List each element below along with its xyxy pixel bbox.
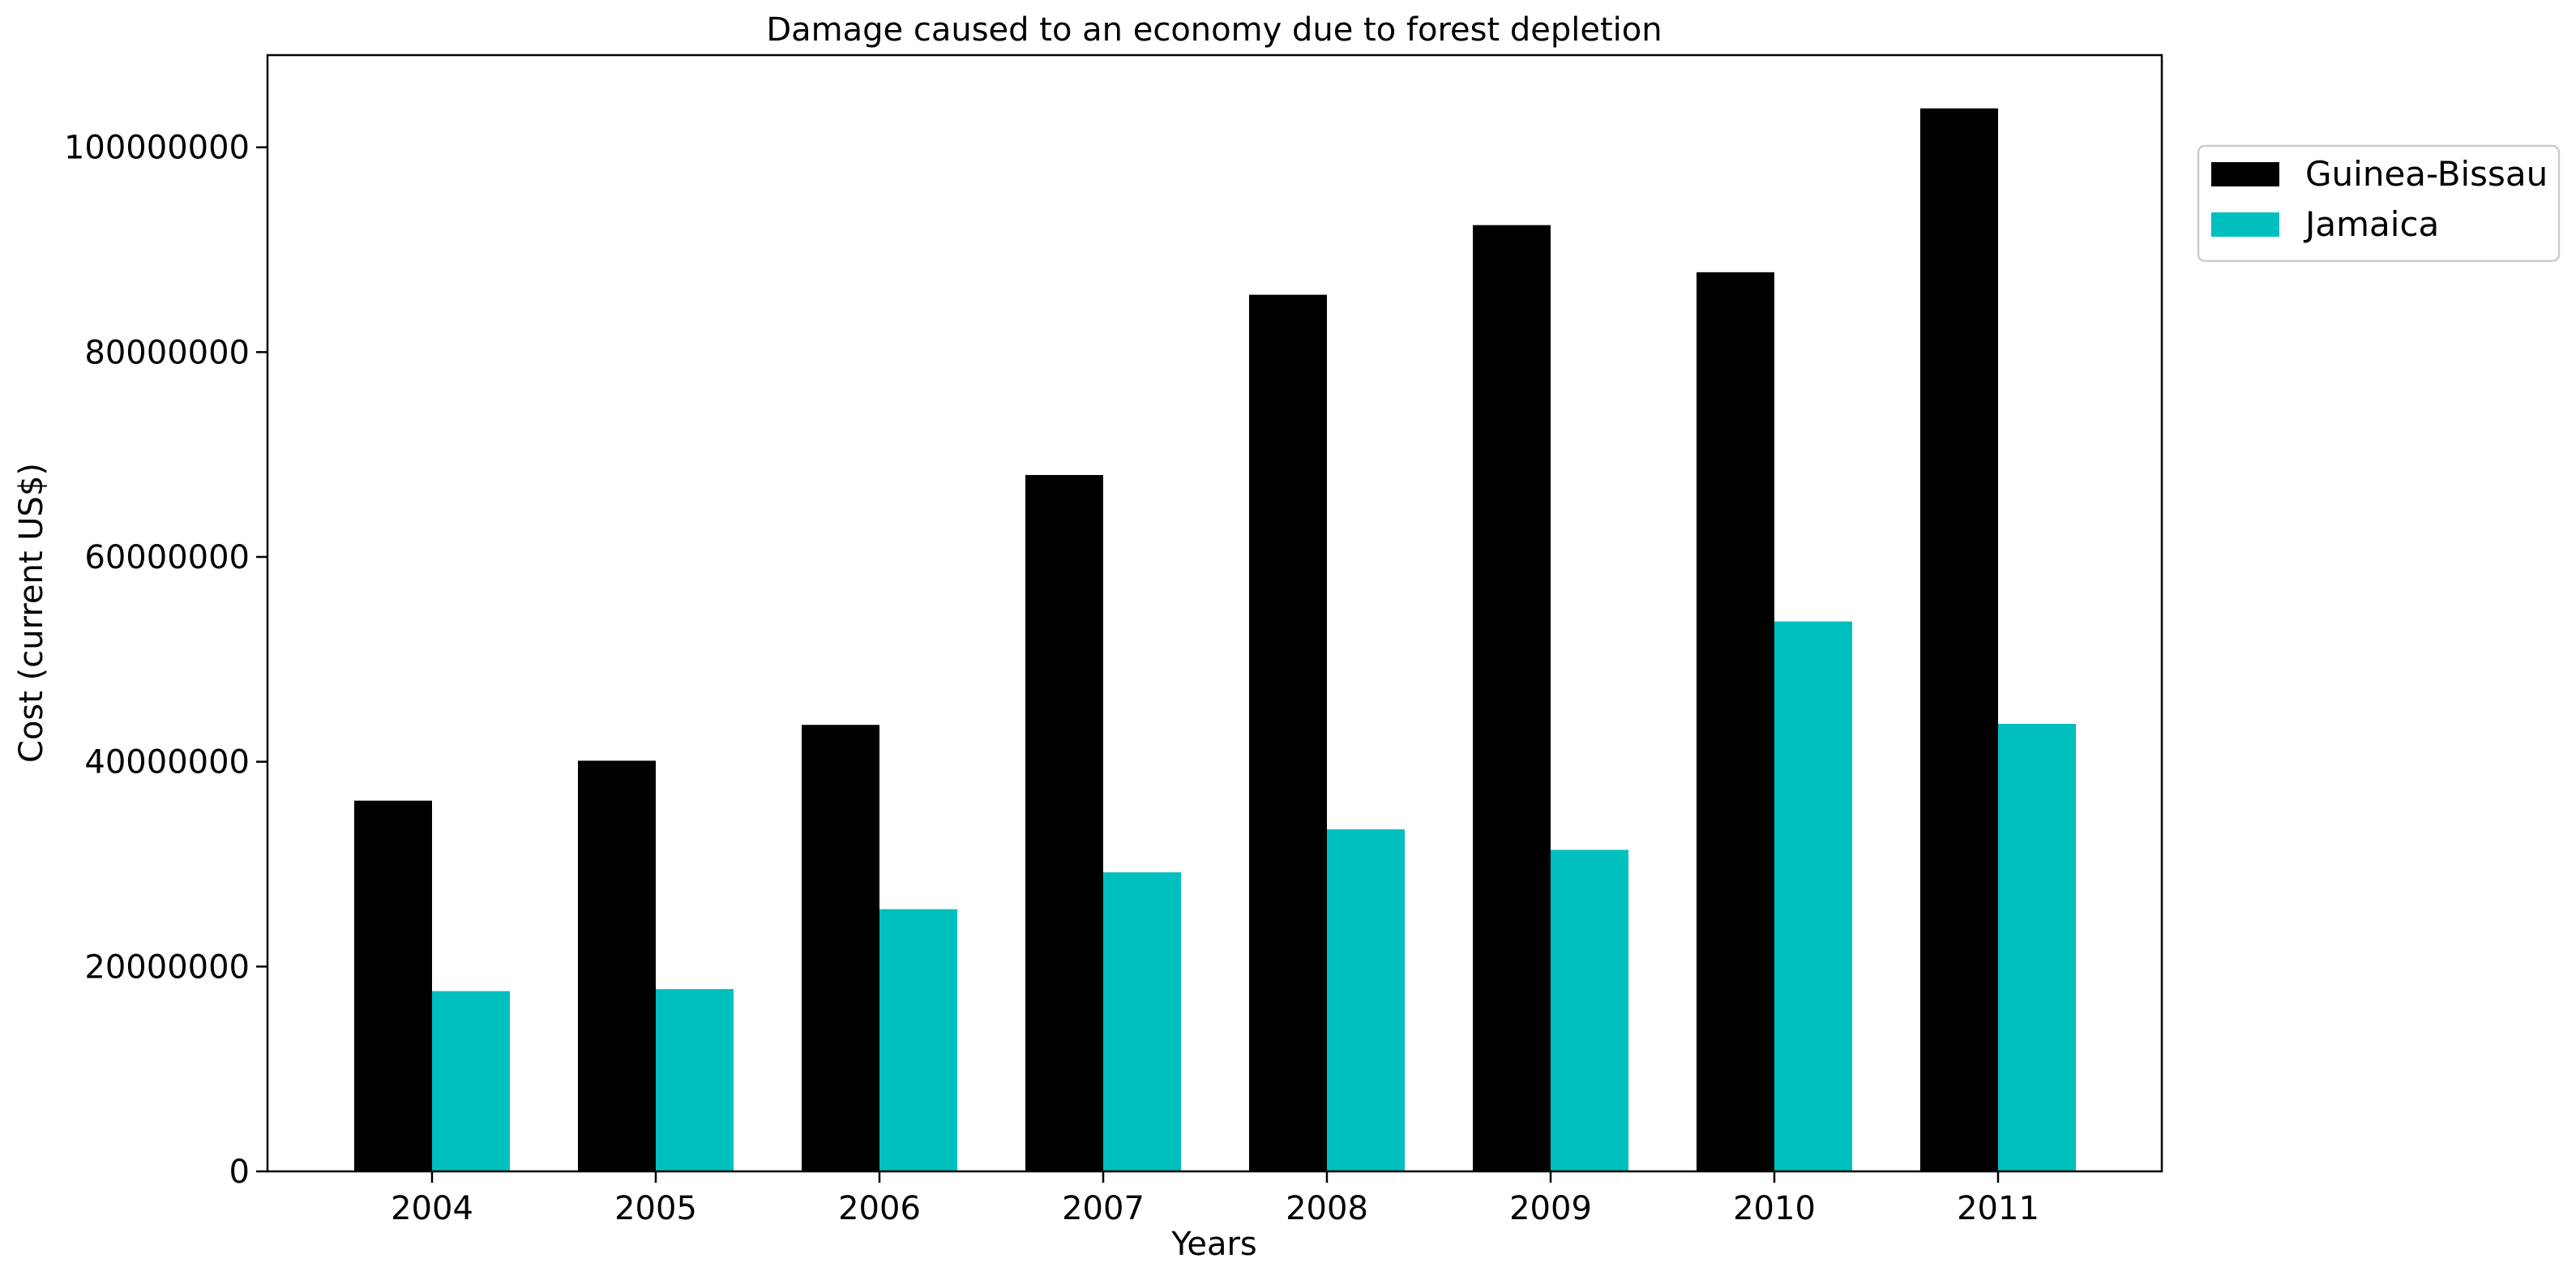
bar-guinea-bissau-2009 [1473,225,1551,1171]
bar-jamaica-2008 [1327,829,1405,1171]
legend-items: Guinea-Bissau Jamaica [2211,154,2548,244]
y-tick-label: 40000000 [84,744,250,781]
bar-guinea-bissau-2004 [354,800,432,1171]
legend-swatch-guinea-bissau [2211,162,2279,186]
bar-guinea-bissau-2005 [578,760,656,1171]
x-axis-ticks: 2004 2005 2006 2007 2008 2009 2010 2011 [391,1171,2039,1227]
x-tick-label: 2008 [1286,1190,1368,1227]
bar-jamaica-2005 [656,989,734,1171]
legend-swatch-jamaica [2211,212,2279,237]
y-tick-label: 60000000 [84,539,250,576]
bars-layer [354,108,2076,1172]
legend: Guinea-Bissau Jamaica [2197,144,2561,263]
x-tick-label: 2006 [838,1190,921,1227]
x-tick-label: 2011 [1957,1190,2039,1227]
chart-title: Damage caused to an economy due to fores… [766,11,1662,49]
bar-guinea-bissau-2007 [1025,474,1103,1171]
bar-guinea-bissau-2010 [1697,272,1774,1171]
bar-jamaica-2011 [1998,723,2076,1171]
x-axis-title: Years [1170,1226,1257,1263]
bar-guinea-bissau-2011 [1920,108,1998,1171]
bar-guinea-bissau-2008 [1249,294,1327,1172]
legend-frame [2197,144,2561,263]
plot-frame [266,54,2163,1173]
y-axis-ticks: 0 20000000 40000000 60000000 80000000 1000000… [64,130,267,1191]
legend-label-jamaica: Jamaica [2303,204,2439,244]
legend-label-guinea-bissau: Guinea-Bissau [2305,154,2548,194]
y-tick-label: 100000000 [64,130,250,167]
x-tick-label: 2004 [391,1190,473,1227]
x-tick-label: 2007 [1062,1190,1145,1227]
bar-jamaica-2004 [432,991,510,1171]
y-tick-label: 0 [229,1154,250,1191]
x-tick-label: 2005 [614,1190,697,1227]
y-tick-label: 80000000 [84,334,250,371]
y-axis-title: Cost (current US$) [13,463,50,763]
y-tick-label: 20000000 [84,948,250,986]
bar-guinea-bissau-2006 [802,725,879,1171]
x-tick-label: 2010 [1733,1190,1816,1227]
bar-jamaica-2009 [1551,850,1628,1171]
bar-jamaica-2007 [1103,872,1181,1171]
x-tick-label: 2009 [1509,1190,1592,1227]
bar-jamaica-2010 [1774,621,1852,1171]
bar-jamaica-2006 [879,909,957,1171]
